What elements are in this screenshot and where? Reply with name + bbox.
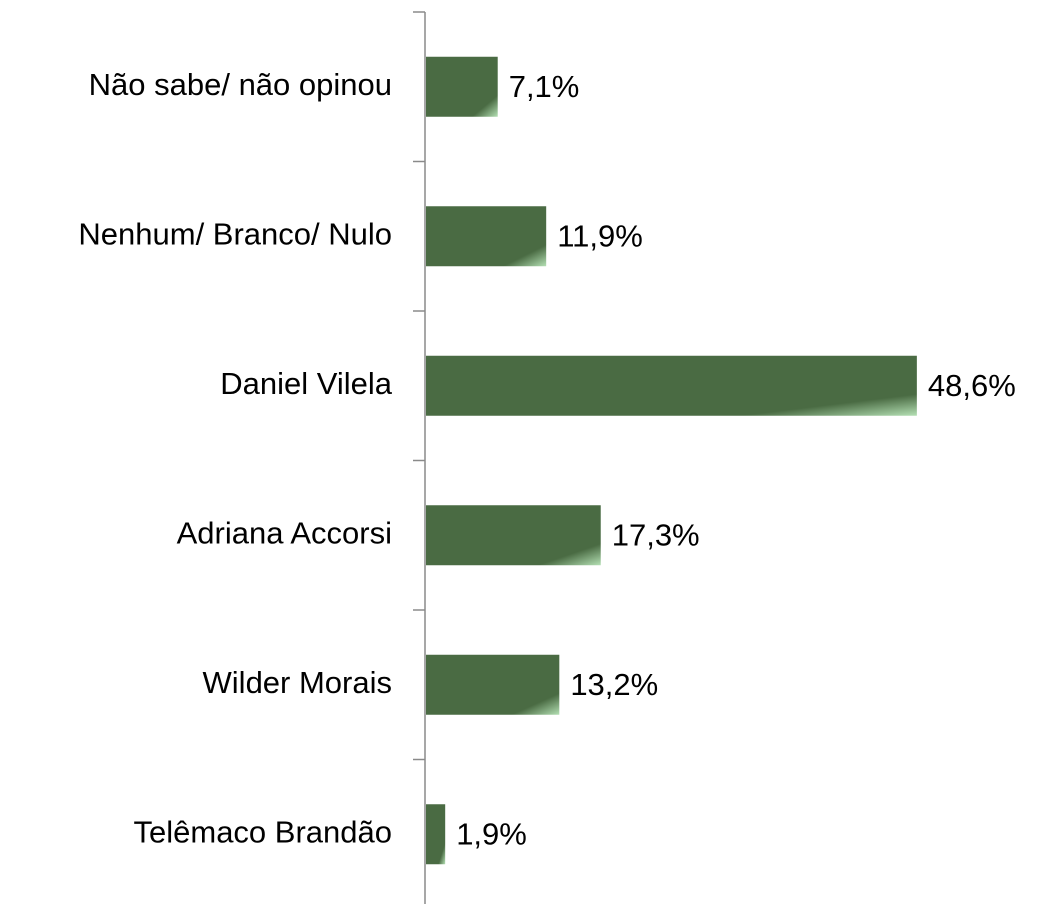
bar <box>426 355 917 416</box>
bar <box>426 56 498 117</box>
value-label: 1,9% <box>456 816 527 851</box>
category-label: Não sabe/ não opinou <box>89 67 392 102</box>
value-label: 48,6% <box>928 368 1016 403</box>
category-label: Adriana Accorsi <box>177 515 392 550</box>
bar <box>426 654 560 715</box>
bar <box>426 505 601 566</box>
value-label: 11,9% <box>557 218 643 253</box>
bar <box>426 804 446 865</box>
category-label: Telêmaco Brandão <box>134 814 393 849</box>
value-label: 17,3% <box>612 517 700 552</box>
category-label: Daniel Vilela <box>220 366 393 401</box>
value-label: 7,1% <box>509 69 580 104</box>
category-label: Wilder Morais <box>203 665 392 700</box>
value-label: 13,2% <box>570 667 658 702</box>
bar <box>426 206 547 267</box>
category-label: Nenhum/ Branco/ Nulo <box>78 216 392 251</box>
